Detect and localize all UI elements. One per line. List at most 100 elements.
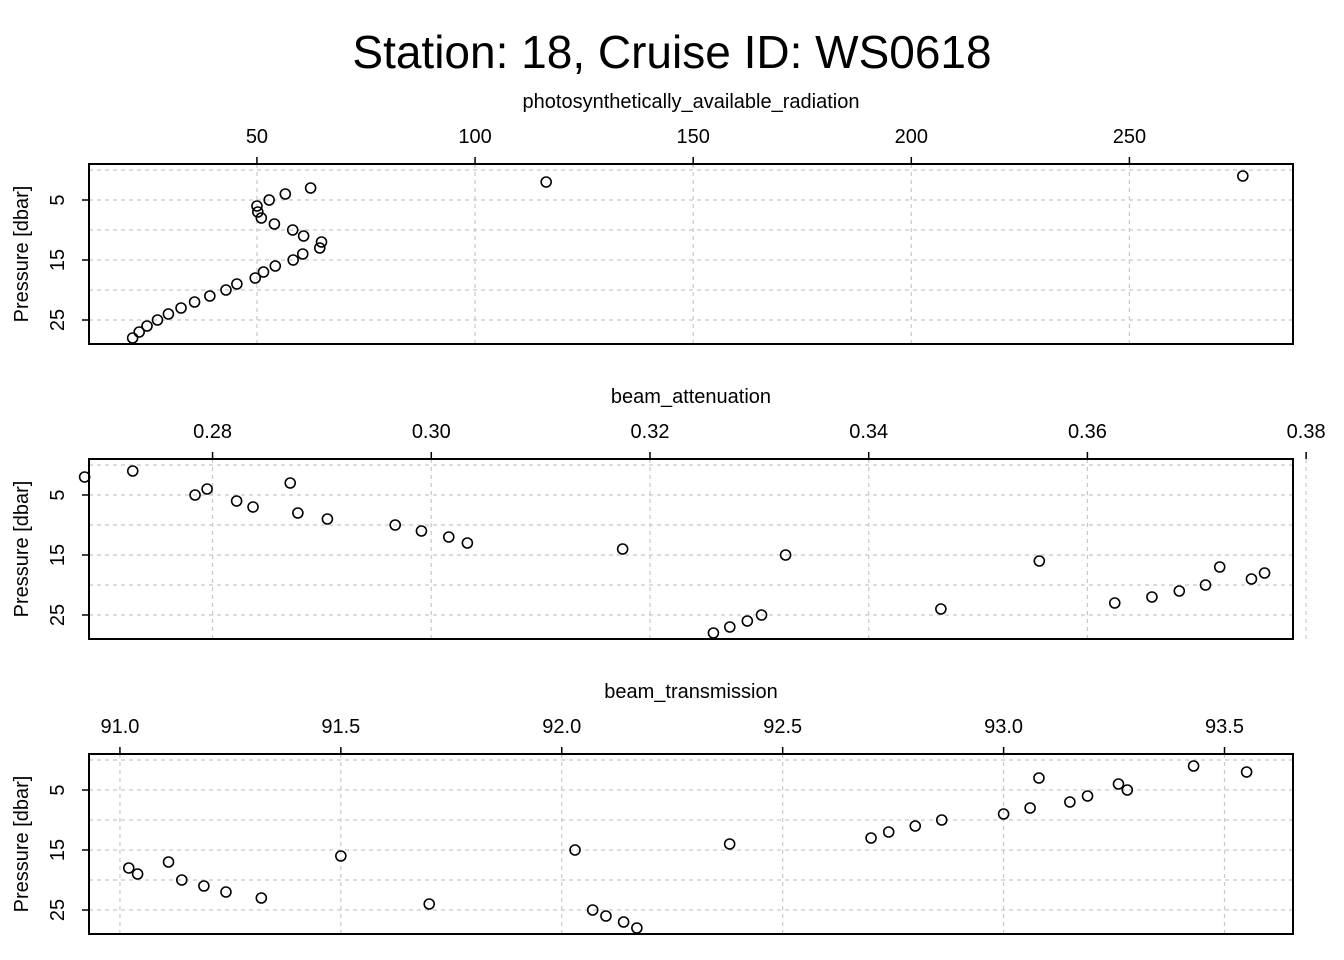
data-point [569,844,581,856]
y-tick-label: 25 [47,604,69,626]
x-axis-title: beam_transmission [604,681,777,703]
data-point [231,278,243,290]
data-point [220,284,232,296]
data-point [600,910,612,922]
y-tick-label: 15 [47,249,69,271]
data-point [286,224,299,236]
data-point [1121,784,1134,796]
data-point [1033,555,1046,567]
data-point [122,862,135,874]
data-point [617,916,630,928]
data-point [1064,796,1076,808]
data-point [162,856,175,868]
data-point [935,603,947,615]
data-point [251,200,263,212]
data-point [935,814,948,826]
data-point [461,537,474,549]
x-tick-label: 0.32 [631,421,670,443]
data-point [1146,591,1158,603]
data-point [162,308,175,320]
data-point [882,826,895,838]
data-point [442,531,455,543]
y-axis-title: Pressure [dbar] [11,186,33,323]
plot-frame [88,163,1294,345]
data-point [321,513,334,525]
data-point [263,194,275,206]
data-point [1081,790,1094,802]
data-point [304,182,317,194]
data-point [292,507,304,519]
x-tick-label: 200 [895,126,928,148]
data-point [220,886,232,898]
data-point [1258,567,1271,579]
y-axis-title: Pressure [dbar] [11,776,33,913]
data-point [188,296,201,308]
data-point [423,898,436,910]
data-point [313,242,326,254]
y-tick-label: 25 [47,309,69,331]
data-point [1240,766,1253,778]
data-point [175,302,187,314]
data-point [724,621,736,633]
data-point [204,290,216,302]
data-point [389,519,401,531]
data-point [1033,772,1045,784]
data-point [1108,597,1121,609]
panel-0: 50 100 150 200 250 5 15 25 photosynthetically_av… [11,91,1294,345]
x-tick-label: 250 [1113,126,1146,148]
x-tick-label: 92.0 [542,716,581,738]
data-point [1173,585,1186,597]
data-point [78,471,91,483]
data-point [252,206,264,218]
x-tick-label: 92.5 [763,716,802,738]
data-point [1112,778,1125,790]
data-point [707,627,720,639]
x-tick-label: 0.28 [193,421,232,443]
panels: 50 100 150 200 250 5 15 25 photosynthetically_av… [11,91,1326,935]
data-point [315,236,328,248]
data-point [247,501,259,513]
data-point [175,874,188,886]
data-point [723,838,736,850]
plot-frame [88,753,1294,935]
x-tick-label: 0.36 [1068,421,1107,443]
data-point [296,248,309,260]
data-point [201,483,213,495]
data-point [415,525,428,537]
data-point [287,254,299,266]
x-axis-title: beam_attenuation [611,386,771,408]
data-point [126,465,139,477]
data-point [755,609,768,621]
x-tick-label: 0.34 [849,421,888,443]
data-point [284,477,297,489]
x-axis-title: photosynthetically_available_radiation [523,91,860,113]
data-point [1187,760,1200,772]
data-point [141,320,153,332]
x-tick-label: 93.0 [984,716,1023,738]
panel-2: 91.0 91.5 92.0 92.5 93.0 93.5 5 15 25 beam_transm… [11,681,1294,935]
y-tick-label: 15 [47,839,69,861]
x-tick-label: 0.30 [412,421,451,443]
data-point [131,868,144,880]
x-tick-label: 91.0 [100,716,139,738]
data-point [335,850,347,862]
y-tick-label: 25 [47,899,69,921]
y-tick-label: 5 [47,194,69,205]
data-point [230,495,243,507]
data-point [255,892,268,904]
data-point [997,808,1010,820]
data-point [540,176,552,188]
x-tick-label: 91.5 [321,716,360,738]
data-point [1245,573,1258,585]
y-tick-label: 15 [47,544,69,566]
data-point [151,314,164,326]
data-point [865,832,877,844]
data-point [198,880,210,892]
x-tick-label: 0.38 [1287,421,1326,443]
y-tick-label: 5 [47,784,69,795]
data-point [269,260,282,272]
data-point [249,272,262,284]
x-tick-label: 100 [458,126,491,148]
y-axis-title: Pressure [dbar] [11,481,33,618]
